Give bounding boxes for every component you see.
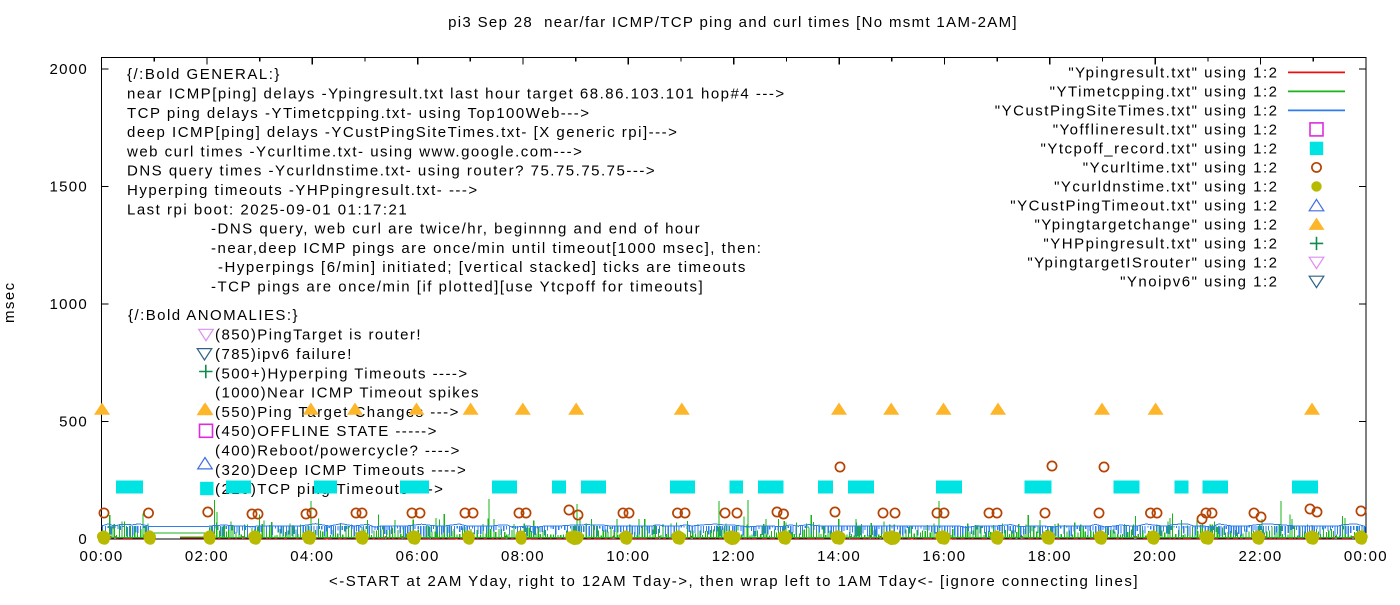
svg-text:(785)ipv6 failure!: (785)ipv6 failure! [215,346,353,363]
svg-text:"Ypingtargetchange" using 1:2: "Ypingtargetchange" using 1:2 [1034,217,1278,234]
svg-text:02:00: 02:00 [185,548,229,565]
svg-text:16:00: 16:00 [922,548,966,565]
svg-text:Hyperping timeouts -YHPpingres: Hyperping timeouts -YHPpingresult.txt- -… [127,182,479,199]
svg-text:00:00: 00:00 [80,548,124,565]
svg-text:10:00: 10:00 [606,548,650,565]
svg-text:"Yofflineresult.txt" using 1:2: "Yofflineresult.txt" using 1:2 [1053,122,1279,139]
svg-text:"Ytcpoff_record.txt" using 1:2: "Ytcpoff_record.txt" using 1:2 [1041,141,1279,158]
svg-text:"YCustPingTimeout.txt" using 1: "YCustPingTimeout.txt" using 1:2 [1010,198,1278,215]
svg-text:"Ynoipv6" using 1:2: "Ynoipv6" using 1:2 [1120,274,1278,291]
svg-text:-TCP pings are once/min [if pl: -TCP pings are once/min [if plotted][use… [211,279,704,296]
svg-text:"YCustPingSiteTimes.txt" using: "YCustPingSiteTimes.txt" using 1:2 [995,103,1279,120]
svg-text:(1000)Near ICMP Timeout spikes: (1000)Near ICMP Timeout spikes [215,385,480,402]
svg-text:(400)Reboot/powercycle? ---->: (400)Reboot/powercycle? ----> [215,443,461,460]
svg-text:-near,deep ICMP pings are once: -near,deep ICMP pings are once/min until… [211,240,762,257]
svg-text:-DNS query, web curl are twice: -DNS query, web curl are twice/hr, begin… [211,221,701,238]
svg-text:DNS query times -Ycurldnstime.: DNS query times -Ycurldnstime.txt- using… [127,163,656,180]
svg-text:(450)OFFLINE STATE ----->: (450)OFFLINE STATE -----> [215,423,438,440]
svg-text:deep ICMP[ping] delays -YCustP: deep ICMP[ping] delays -YCustPingSiteTim… [127,124,678,141]
svg-text:"Ycurldnstime.txt" using 1:2: "Ycurldnstime.txt" using 1:2 [1054,179,1278,196]
svg-text:2000: 2000 [49,61,88,78]
svg-text:TCP ping delays -YTimetcpping.: TCP ping delays -YTimetcpping.txt- using… [127,105,591,122]
svg-text:"YHPpingresult.txt" using 1:2: "YHPpingresult.txt" using 1:2 [1043,236,1278,253]
svg-text:"Ycurltime.txt" using 1:2: "Ycurltime.txt" using 1:2 [1083,160,1279,177]
svg-text:0: 0 [78,531,88,548]
svg-text:1500: 1500 [49,179,88,196]
svg-text:pi3 Sep 28 near/far ICMP/TCP: pi3 Sep 28 near/far ICMP/TCP ping and cu… [448,14,1018,31]
svg-text:web curl times -Ycurltime.txt-: web curl times -Ycurltime.txt- using www… [126,143,583,160]
svg-text:{/:Bold GENERAL:}: {/:Bold GENERAL:} [127,66,281,83]
svg-text:08:00: 08:00 [501,548,545,565]
svg-text:"YpingtargetISrouter" using 1:: "YpingtargetISrouter" using 1:2 [1027,255,1278,272]
svg-text:"Ypingresult.txt" using 1:2: "Ypingresult.txt" using 1:2 [1068,65,1278,82]
svg-text:1000: 1000 [49,296,88,313]
svg-text:(500+)Hyperping Timeouts ---->: (500+)Hyperping Timeouts ----> [215,365,469,382]
svg-text:"YTimetcpping.txt" using 1:2: "YTimetcpping.txt" using 1:2 [1050,84,1279,101]
svg-text:-Hyperpings [6/min] initiated;: -Hyperpings [6/min] initiated; [vertical… [218,259,747,276]
svg-text:(550)Ping Target Changes --->: (550)Ping Target Changes ---> [215,404,460,421]
svg-text:{/:Bold ANOMALIES:}: {/:Bold ANOMALIES:} [128,307,299,324]
svg-text:500: 500 [59,414,88,431]
svg-text:(320)Deep ICMP Timeouts ---->: (320)Deep ICMP Timeouts ----> [215,462,467,479]
svg-text:near ICMP[ping] delays -Ypingr: near ICMP[ping] delays -Ypingresult.txt … [127,86,786,103]
svg-text:14:00: 14:00 [817,548,861,565]
svg-text:22:00: 22:00 [1239,548,1283,565]
svg-text:msec: msec [1,281,18,323]
svg-text:06:00: 06:00 [396,548,440,565]
svg-text:04:00: 04:00 [290,548,334,565]
svg-text:(850)PingTarget is router!: (850)PingTarget is router! [215,327,422,344]
svg-text:Last rpi boot: 2025-09-01 01:1: Last rpi boot: 2025-09-01 01:17:21 [127,201,408,218]
svg-text:00:00: 00:00 [1344,548,1388,565]
svg-text:12:00: 12:00 [712,548,756,565]
svg-text:<-START at 2AM Yday, right to: <-START at 2AM Yday, right to 12AM Tday-… [329,573,1139,590]
svg-text:20:00: 20:00 [1133,548,1177,565]
svg-text:18:00: 18:00 [1028,548,1072,565]
